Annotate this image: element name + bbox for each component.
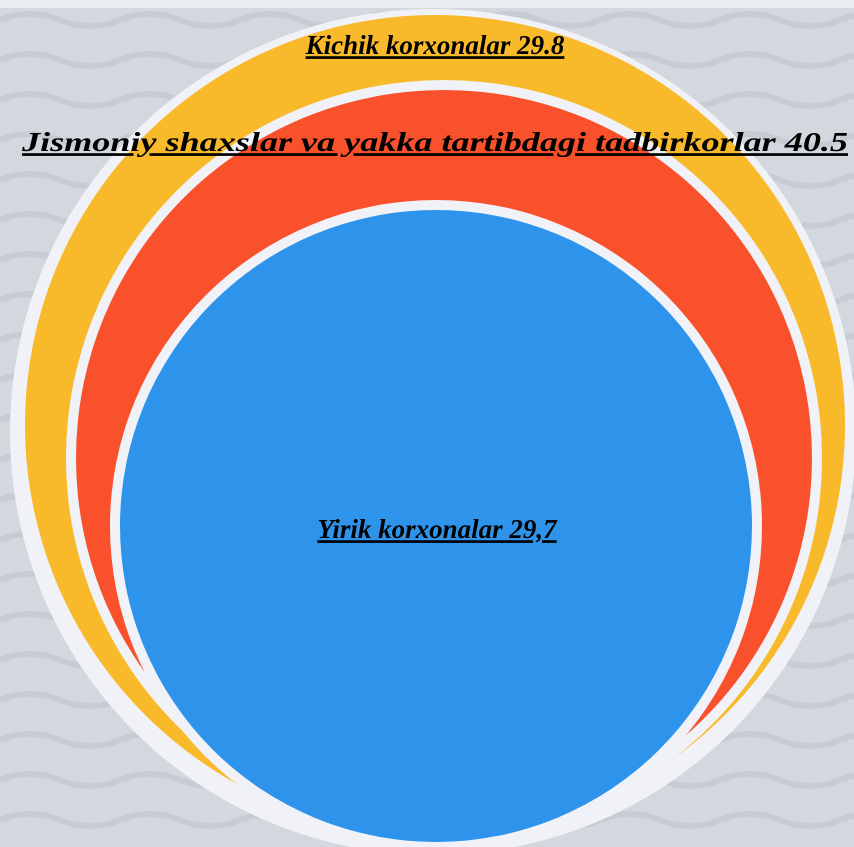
circle-large: [120, 210, 752, 842]
top-strip: [0, 0, 854, 8]
label-small: Kichik korxonalar 29.8: [305, 30, 565, 60]
label-individual: Jismoniy shaxslar va yakka tartibdagi ta…: [21, 127, 848, 157]
label-large: Yirik korxonalar 29,7: [317, 514, 558, 544]
